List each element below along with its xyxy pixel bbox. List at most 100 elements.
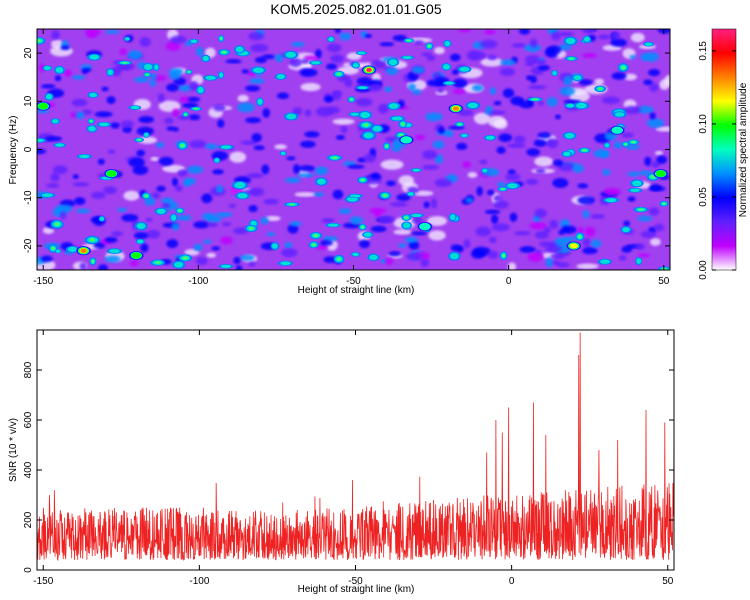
heatmap-cell <box>602 168 611 176</box>
snr-xtick-label: -150 <box>33 576 53 587</box>
heatmap-cell <box>349 216 364 225</box>
colorbar-tick-label: 0.15 <box>698 41 709 61</box>
heatmap-cell <box>193 107 199 110</box>
heatmap-cell <box>179 96 190 103</box>
heatmap-cell <box>500 188 505 191</box>
heatmap-cell <box>75 111 85 119</box>
heatmap-cell <box>171 222 180 231</box>
snr-ytick-label: 200 <box>23 511 34 528</box>
snr-axes: -150 -100 -50 0 50 0 200 400 600 800 <box>23 330 674 587</box>
heatmap-gap <box>294 192 316 197</box>
colorbar-label: Normalized spectral amplitude <box>738 82 749 217</box>
heatmap-cell <box>211 246 221 251</box>
heatmap-cell <box>276 74 285 80</box>
heatmap-cell <box>458 123 462 126</box>
heatmap-cell <box>202 239 212 244</box>
heatmap-cell <box>298 165 315 172</box>
heatmap-gap <box>488 115 506 128</box>
snr-xlabel: Height of straight line (km) <box>298 584 415 595</box>
heatmap-cell <box>450 252 459 260</box>
heatmap-cell <box>648 207 660 216</box>
heatmap-cell <box>563 75 573 86</box>
heatmap-gap <box>654 150 664 156</box>
heatmap-cell <box>558 43 572 51</box>
heatmap-cell <box>537 65 551 71</box>
heatmap-cell <box>637 215 653 222</box>
heatmap-cell <box>551 31 562 41</box>
heatmap-cell <box>442 64 450 70</box>
heatmap-cell <box>463 239 471 249</box>
heatmap-cell <box>166 126 175 131</box>
heatmap-cell <box>632 180 642 187</box>
heatmap-cell <box>462 161 471 169</box>
heatmap-cell <box>284 241 293 249</box>
heatmap-cell <box>156 185 166 192</box>
heatmap-cell <box>526 148 541 157</box>
heatmap-cell <box>507 183 518 189</box>
heatmap-cell <box>438 126 445 134</box>
heatmap-cell <box>289 221 302 227</box>
heatmap-gap <box>576 263 599 270</box>
heatmap-cell <box>350 112 359 116</box>
heatmap-cell <box>150 73 158 80</box>
heatmap-cell <box>237 193 248 199</box>
heatmap-cell <box>235 46 244 53</box>
heatmap-ytick-label: 20 <box>23 47 34 59</box>
heatmap-cell <box>125 37 130 41</box>
heatmap-cell <box>422 164 439 170</box>
heatmap-cell <box>327 106 340 114</box>
heatmap-cell <box>482 168 488 173</box>
heatmap-cell <box>598 87 603 91</box>
heatmap-xtick-label: -50 <box>346 276 361 287</box>
heatmap-cell <box>52 119 59 124</box>
heatmap-cell <box>556 262 570 268</box>
heatmap-cell <box>476 186 483 197</box>
heatmap-cell <box>554 237 571 246</box>
heatmap-cell <box>347 164 365 169</box>
heatmap-cell <box>212 169 224 175</box>
heatmap-cell <box>249 78 265 84</box>
heatmap-cell <box>547 139 554 146</box>
heatmap-cell <box>412 168 421 172</box>
heatmap-cell <box>638 208 644 211</box>
colorbar-axis: 0.00 0.05 0.10 0.15 <box>698 41 736 280</box>
snr-ytick-label: 600 <box>23 411 34 428</box>
heatmap-cell <box>350 98 353 101</box>
heatmap-cell <box>59 211 67 220</box>
heatmap-cell <box>326 43 342 53</box>
heatmap-cell <box>597 34 611 40</box>
heatmap-cell <box>493 200 509 209</box>
heatmap-cell <box>51 30 60 40</box>
heatmap-gap <box>150 156 160 162</box>
heatmap-gap <box>623 73 637 81</box>
heatmap-cell <box>64 69 72 77</box>
heatmap-cell <box>140 243 149 253</box>
heatmap-cell <box>653 223 665 232</box>
heatmap-cell <box>646 118 665 128</box>
heatmap-cell <box>151 192 161 199</box>
heatmap-gap <box>300 82 321 92</box>
heatmap-cell <box>582 149 587 152</box>
heatmap-cell <box>604 143 610 148</box>
heatmap-cell <box>384 86 393 93</box>
heatmap-cell <box>89 54 100 60</box>
heatmap-cell <box>46 183 60 188</box>
heatmap-cell <box>156 208 166 214</box>
heatmap-cell <box>649 112 656 120</box>
heatmap-cell <box>385 67 399 75</box>
heatmap-cell <box>207 215 222 223</box>
heatmap-cell <box>374 210 382 218</box>
heatmap-cell <box>635 243 646 250</box>
heatmap-cell <box>398 243 407 248</box>
heatmap-cell <box>421 52 432 57</box>
heatmap-hotspot <box>452 106 460 111</box>
heatmap-cell <box>136 149 146 157</box>
heatmap-cell <box>350 194 361 198</box>
heatmap-cell <box>323 256 338 263</box>
heatmap-cell <box>484 209 501 215</box>
heatmap-cell <box>519 29 530 35</box>
heatmap-cell <box>237 102 255 113</box>
heatmap-cell <box>423 201 430 209</box>
heatmap-cell <box>43 66 51 71</box>
